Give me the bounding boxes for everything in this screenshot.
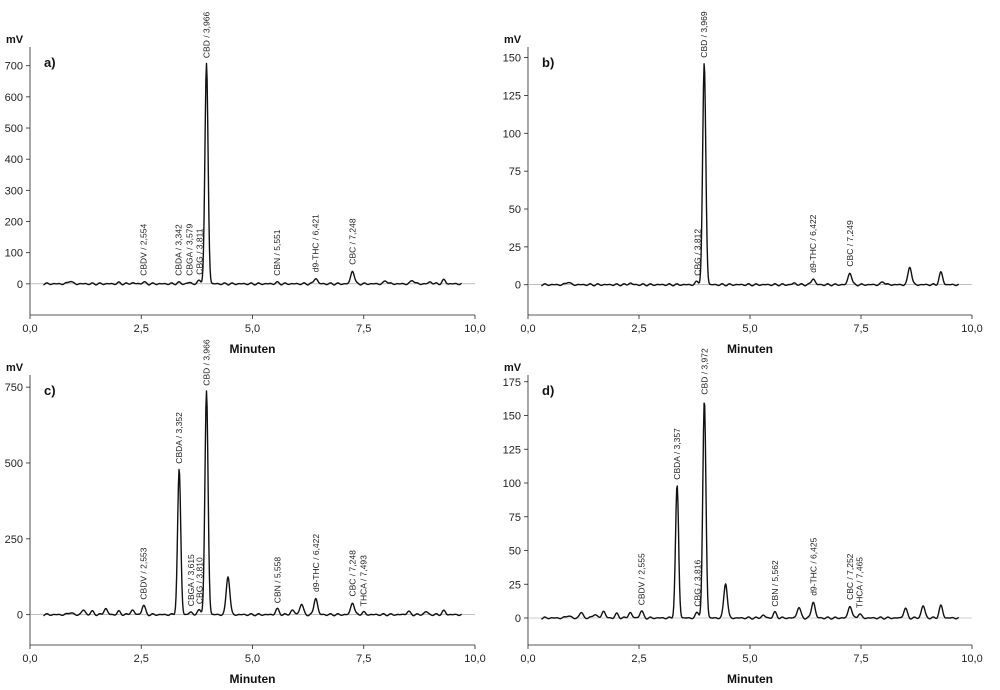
y-tick-label: 50 — [509, 546, 521, 558]
peak-label: CBDV / 2,554 — [139, 224, 149, 276]
x-tick-label: 10,0 — [961, 653, 982, 665]
peak-label: CBD / 3,972 — [699, 348, 709, 395]
y-tick-label: 25 — [509, 579, 521, 591]
peak-label: CBDA / 3,352 — [174, 412, 184, 464]
x-tick-label: 7,5 — [356, 653, 371, 665]
x-tick-label: 0,0 — [22, 323, 37, 335]
chart-panel-3: 0 250 500 750 0,0 2,5 5,0 7,5 10,0 mV Minuten c) CBD… — [5, 339, 486, 686]
peak-label: THCA / 7,465 — [854, 557, 864, 608]
x-tick-label: 5,0 — [245, 323, 260, 335]
y-tick-label: 25 — [509, 242, 521, 254]
x-axis-label: Minuten — [230, 342, 276, 356]
x-axis-label: Minuten — [230, 672, 276, 686]
peak-label: d9-THC / 6,422 — [808, 214, 818, 272]
x-tick-label: 10,0 — [464, 323, 485, 335]
y-axis-unit: mV — [6, 34, 24, 46]
y-axis-unit: mV — [504, 362, 522, 374]
y-tick-label: 125 — [503, 444, 521, 456]
x-tick-label: 2,5 — [631, 323, 646, 335]
peak-label: d9-THC / 6,425 — [808, 537, 818, 595]
panel-label: b) — [542, 55, 554, 70]
y-tick-label: 125 — [503, 90, 521, 102]
chromatogram-trace — [541, 63, 960, 287]
peak-label: CBD / 3,966 — [202, 339, 212, 386]
x-tick-label: 5,0 — [742, 323, 757, 335]
y-tick-label: 100 — [503, 478, 521, 490]
panel-label: d) — [542, 383, 554, 398]
peak-label: d9-THC / 6,422 — [311, 534, 321, 592]
y-tick-label: 150 — [503, 53, 521, 65]
x-tick-label: 7,5 — [853, 653, 868, 665]
chart-panel-4: 0 25 50 75 100 125 150 175 0,0 2,5 5,0 7,5 10,0 mV Min… — [503, 348, 983, 686]
x-tick-label: 0,0 — [22, 653, 37, 665]
y-tick-label: 500 — [5, 458, 23, 470]
chart-panel-1: 0 100 200 300 400 500 600 700 0,0 2,5 5,0 7,5 10,0 mV… — [5, 12, 486, 356]
peak-label: CBD / 3,966 — [202, 12, 212, 59]
peak-label: CBG / 3,816 — [692, 560, 702, 607]
y-tick-label: 250 — [5, 534, 23, 546]
peak-label: d9-THC / 6,421 — [311, 214, 321, 272]
y-tick-label: 100 — [5, 248, 23, 260]
peak-label: CBN / 5,558 — [272, 557, 282, 604]
peak-label: CBGA / 3,615 — [186, 554, 196, 606]
y-tick-label: 175 — [503, 377, 521, 389]
x-tick-label: 2,5 — [134, 653, 149, 665]
y-tick-label: 750 — [5, 382, 23, 394]
y-tick-label: 500 — [5, 123, 23, 135]
y-tick-label: 75 — [509, 166, 521, 178]
chart-panel-2: 0 25 50 75 100 125 150 0,0 2,5 5,0 7,5 10,0 mV Minute… — [503, 11, 983, 356]
chromatogram-trace — [541, 402, 960, 620]
peak-label: CBG / 3,810 — [195, 557, 205, 604]
y-tick-label: 400 — [5, 154, 23, 166]
x-tick-label: 2,5 — [134, 323, 149, 335]
x-tick-label: 0,0 — [520, 653, 535, 665]
chromatogram-trace — [43, 390, 463, 617]
y-tick-label: 300 — [5, 185, 23, 197]
y-tick-label: 600 — [5, 92, 23, 104]
y-tick-label: 0 — [515, 280, 521, 292]
peak-label: CBDV / 2,553 — [139, 547, 149, 599]
x-tick-label: 5,0 — [245, 653, 260, 665]
y-tick-label: 75 — [509, 512, 521, 524]
y-tick-label: 150 — [503, 411, 521, 423]
x-tick-label: 7,5 — [853, 323, 868, 335]
peak-label: CBG / 3,812 — [692, 229, 702, 276]
peak-label: CBC / 7,248 — [348, 218, 358, 265]
peak-label: CBDA / 3,357 — [672, 428, 682, 480]
y-tick-label: 0 — [17, 610, 23, 622]
x-tick-label: 10,0 — [464, 653, 485, 665]
peak-label: CBD / 3,969 — [699, 11, 709, 58]
chromatogram-trace — [43, 62, 463, 286]
panel-label: c) — [44, 383, 56, 398]
peak-label: CBC / 7,252 — [845, 553, 855, 600]
y-axis-unit: mV — [6, 362, 24, 374]
peak-label: CBDV / 2,555 — [636, 553, 646, 605]
peak-label: CBC / 7,249 — [845, 220, 855, 267]
y-tick-label: 0 — [17, 279, 23, 291]
x-axis-label: Minuten — [727, 672, 773, 686]
x-tick-label: 7,5 — [356, 323, 371, 335]
peak-label: CBN / 5,551 — [272, 229, 282, 276]
x-tick-label: 5,0 — [742, 653, 757, 665]
x-tick-label: 2,5 — [631, 653, 646, 665]
peak-label: THCA / 7,493 — [358, 555, 368, 606]
y-axis-unit: mV — [504, 34, 522, 46]
x-tick-label: 0,0 — [520, 323, 535, 335]
peak-label: CBDA / 3,342 — [174, 224, 184, 276]
y-tick-label: 200 — [5, 217, 23, 229]
peak-label: CBGA / 3,579 — [184, 224, 194, 276]
x-axis-label: Minuten — [727, 342, 773, 356]
y-tick-label: 50 — [509, 204, 521, 216]
peak-label: CBG / 3,811 — [195, 228, 205, 274]
peak-label: CBC / 7,248 — [348, 550, 358, 597]
y-tick-label: 0 — [515, 613, 521, 625]
y-tick-label: 100 — [503, 128, 521, 140]
peak-label: CBN / 5,562 — [770, 560, 780, 607]
x-tick-label: 10,0 — [961, 323, 982, 335]
y-tick-label: 700 — [5, 61, 23, 73]
panel-label: a) — [44, 55, 56, 70]
